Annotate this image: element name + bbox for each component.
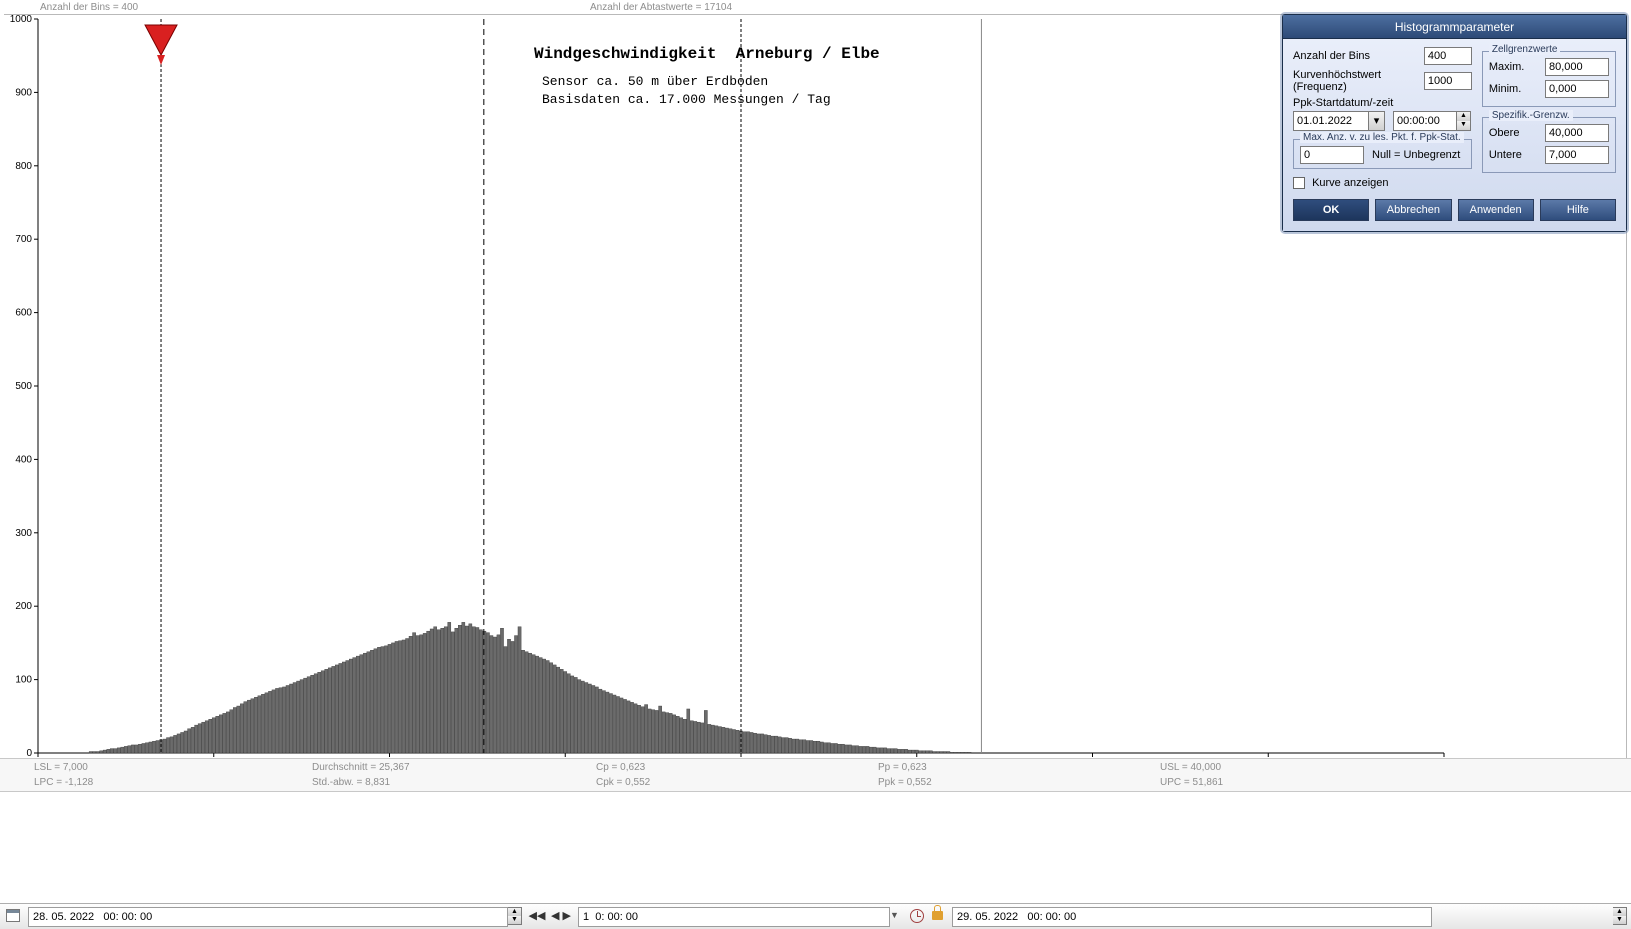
time-navigation-bar: ▲▼ ◀◀ ◀ ▶ ▼ ▲▼ xyxy=(0,903,1631,929)
show-curve-label: Kurve anzeigen xyxy=(1312,177,1388,189)
stat-ppk: Ppk = 0,552 xyxy=(878,777,932,788)
step-back-button[interactable]: ◀◀ xyxy=(528,908,546,926)
span-input[interactable] xyxy=(578,907,890,927)
bins-count-label: Anzahl der Bins = 400 xyxy=(40,2,138,13)
peak-input[interactable] xyxy=(1424,72,1472,90)
svg-text:600: 600 xyxy=(15,308,32,319)
spec-upper-input[interactable] xyxy=(1545,124,1609,142)
cell-max-input[interactable] xyxy=(1545,58,1609,76)
svg-text:900: 900 xyxy=(15,87,32,98)
stat-cp: Cp = 0,623 xyxy=(596,762,645,773)
max-points-input[interactable] xyxy=(1300,146,1364,164)
svg-text:300: 300 xyxy=(15,528,32,539)
bins-input[interactable] xyxy=(1424,47,1472,65)
peak-label: Kurvenhöchstwert (Frequenz) xyxy=(1293,69,1424,93)
ppk-date-input[interactable]: ▾ xyxy=(1293,111,1385,131)
svg-text:200: 200 xyxy=(15,601,32,612)
cell-min-label: Minim. xyxy=(1489,83,1545,95)
svg-text:400: 400 xyxy=(15,454,32,465)
apply-button[interactable]: Anwenden xyxy=(1458,199,1534,221)
cell-max-label: Maxim. xyxy=(1489,61,1545,73)
spec-upper-label: Obere xyxy=(1489,127,1545,139)
stat-usl: USL = 40,000 xyxy=(1160,762,1221,773)
svg-text:700: 700 xyxy=(15,234,32,245)
histogram-parameters-dialog: Histogrammparameter Anzahl der Bins Kurv… xyxy=(1282,14,1627,232)
svg-text:1000: 1000 xyxy=(10,15,33,25)
max-points-hint: Null = Unbegrenzt xyxy=(1372,149,1460,161)
stat-lpc: LPC = -1,128 xyxy=(34,777,93,788)
stats-bar: LSL = 7,000 Durchschnitt = 25,367 Cp = 0… xyxy=(0,758,1631,792)
dialog-title: Histogrammparameter xyxy=(1283,15,1626,39)
chevron-down-icon[interactable]: ▾ xyxy=(1368,112,1384,130)
ppk-time-spinner[interactable]: ▲▼ xyxy=(1457,111,1471,131)
stat-avg: Durchschnitt = 25,367 xyxy=(312,762,410,773)
bins-label: Anzahl der Bins xyxy=(1293,50,1424,62)
max-points-legend: Max. Anz. v. zu les. Pkt. f. Ppk-Stat. xyxy=(1300,132,1464,143)
clock-icon[interactable] xyxy=(910,909,924,923)
svg-text:100: 100 xyxy=(15,675,32,686)
stat-upc: UPC = 51,861 xyxy=(1160,777,1223,788)
cell-limits-legend: Zellgrenzwerte xyxy=(1489,44,1561,55)
end-time-input[interactable] xyxy=(952,907,1432,927)
stat-lsl: LSL = 7,000 xyxy=(34,762,88,773)
span-dropdown-icon[interactable]: ▼ xyxy=(890,910,899,920)
svg-text:500: 500 xyxy=(15,381,32,392)
spec-limits-legend: Spezifik.-Grenzw. xyxy=(1489,110,1573,121)
ppk-label: Ppk-Startdatum/-zeit xyxy=(1293,97,1472,109)
stat-std: Std.-abw. = 8,831 xyxy=(312,777,390,788)
show-curve-checkbox[interactable] xyxy=(1293,177,1305,189)
end-time-spinner[interactable]: ▲▼ xyxy=(1613,907,1627,925)
spec-lower-label: Untere xyxy=(1489,149,1545,161)
help-button[interactable]: Hilfe xyxy=(1540,199,1616,221)
lock-icon[interactable] xyxy=(932,911,943,920)
step-range-button[interactable]: ◀ ▶ xyxy=(548,908,574,926)
svg-text:800: 800 xyxy=(15,161,32,172)
stat-pp: Pp = 0,623 xyxy=(878,762,927,773)
cell-min-input[interactable] xyxy=(1545,80,1609,98)
sample-count-label: Anzahl der Abtastwerte = 17104 xyxy=(590,2,732,13)
calendar-icon[interactable] xyxy=(6,909,20,922)
cancel-button[interactable]: Abbrechen xyxy=(1375,199,1451,221)
spec-lower-input[interactable] xyxy=(1545,146,1609,164)
start-time-spinner[interactable]: ▲▼ xyxy=(508,907,522,925)
start-time-input[interactable] xyxy=(28,907,508,927)
ppk-time-input[interactable] xyxy=(1393,111,1457,131)
stat-cpk: Cpk = 0,552 xyxy=(596,777,650,788)
ok-button[interactable]: OK xyxy=(1293,199,1369,221)
